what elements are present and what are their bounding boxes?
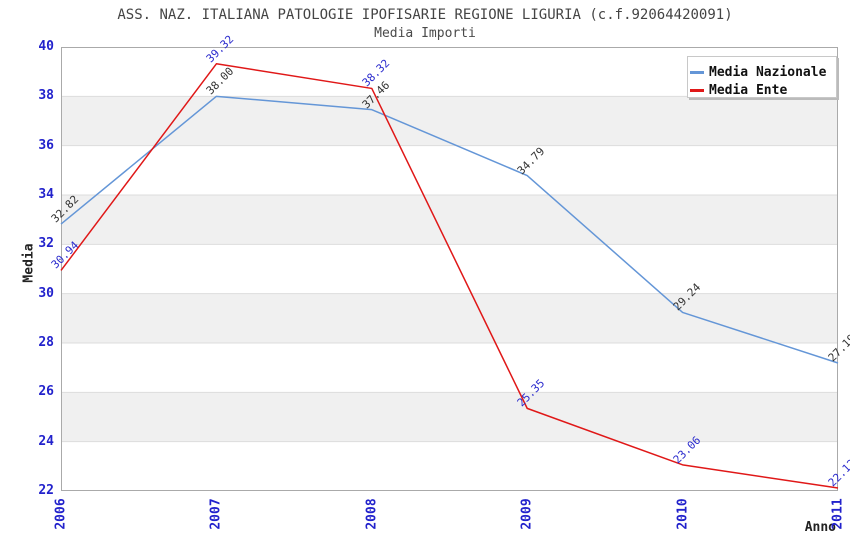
legend-item: Media Nazionale — [688, 63, 836, 81]
x-tick-label: 2009 — [519, 498, 535, 530]
legend-line-swatch — [690, 88, 704, 92]
plot-area — [60, 47, 839, 491]
plot-svg — [60, 47, 839, 491]
x-tick-label: 2007 — [208, 498, 224, 530]
chart-title: ASS. NAZ. ITALIANA PATOLOGIE IPOFISARIE … — [117, 7, 733, 23]
y-tick-label: 34 — [38, 187, 54, 202]
background-band — [61, 244, 838, 294]
series-line-media-ente — [60, 63, 839, 489]
y-tick-label: 30 — [38, 285, 54, 301]
x-tick-label: 2008 — [364, 498, 380, 530]
legend: Media Nazionale Media Ente — [687, 56, 837, 98]
y-tick-label: 32 — [38, 236, 54, 252]
y-tick-label: 36 — [38, 137, 54, 153]
background-band — [61, 441, 838, 491]
y-tick-label: 28 — [38, 335, 54, 350]
legend-label: Media Ente — [709, 82, 788, 98]
x-tick-label: 2010 — [675, 498, 691, 530]
background-band — [61, 96, 838, 146]
background-band — [61, 145, 838, 195]
legend-item: Media Ente — [688, 81, 836, 99]
y-tick-label: 40 — [38, 39, 54, 54]
x-tick-label: 2011 — [830, 498, 846, 530]
x-axis-title: Anno — [804, 520, 836, 535]
x-tick-label: 2006 — [53, 498, 69, 530]
y-tick-label: 38 — [38, 88, 54, 104]
background-band — [61, 343, 838, 393]
legend-label: Media Nazionale — [709, 64, 827, 80]
background-band — [61, 195, 838, 245]
legend-line-swatch — [690, 70, 704, 74]
y-tick-label: 24 — [38, 433, 54, 449]
y-tick-label: 22 — [38, 483, 54, 498]
series-line-media-nazionale — [60, 95, 839, 364]
y-tick-label: 26 — [38, 384, 54, 400]
chart-subtitle: Media Importi — [374, 26, 476, 41]
background-band — [61, 293, 838, 343]
background-band — [61, 392, 838, 442]
